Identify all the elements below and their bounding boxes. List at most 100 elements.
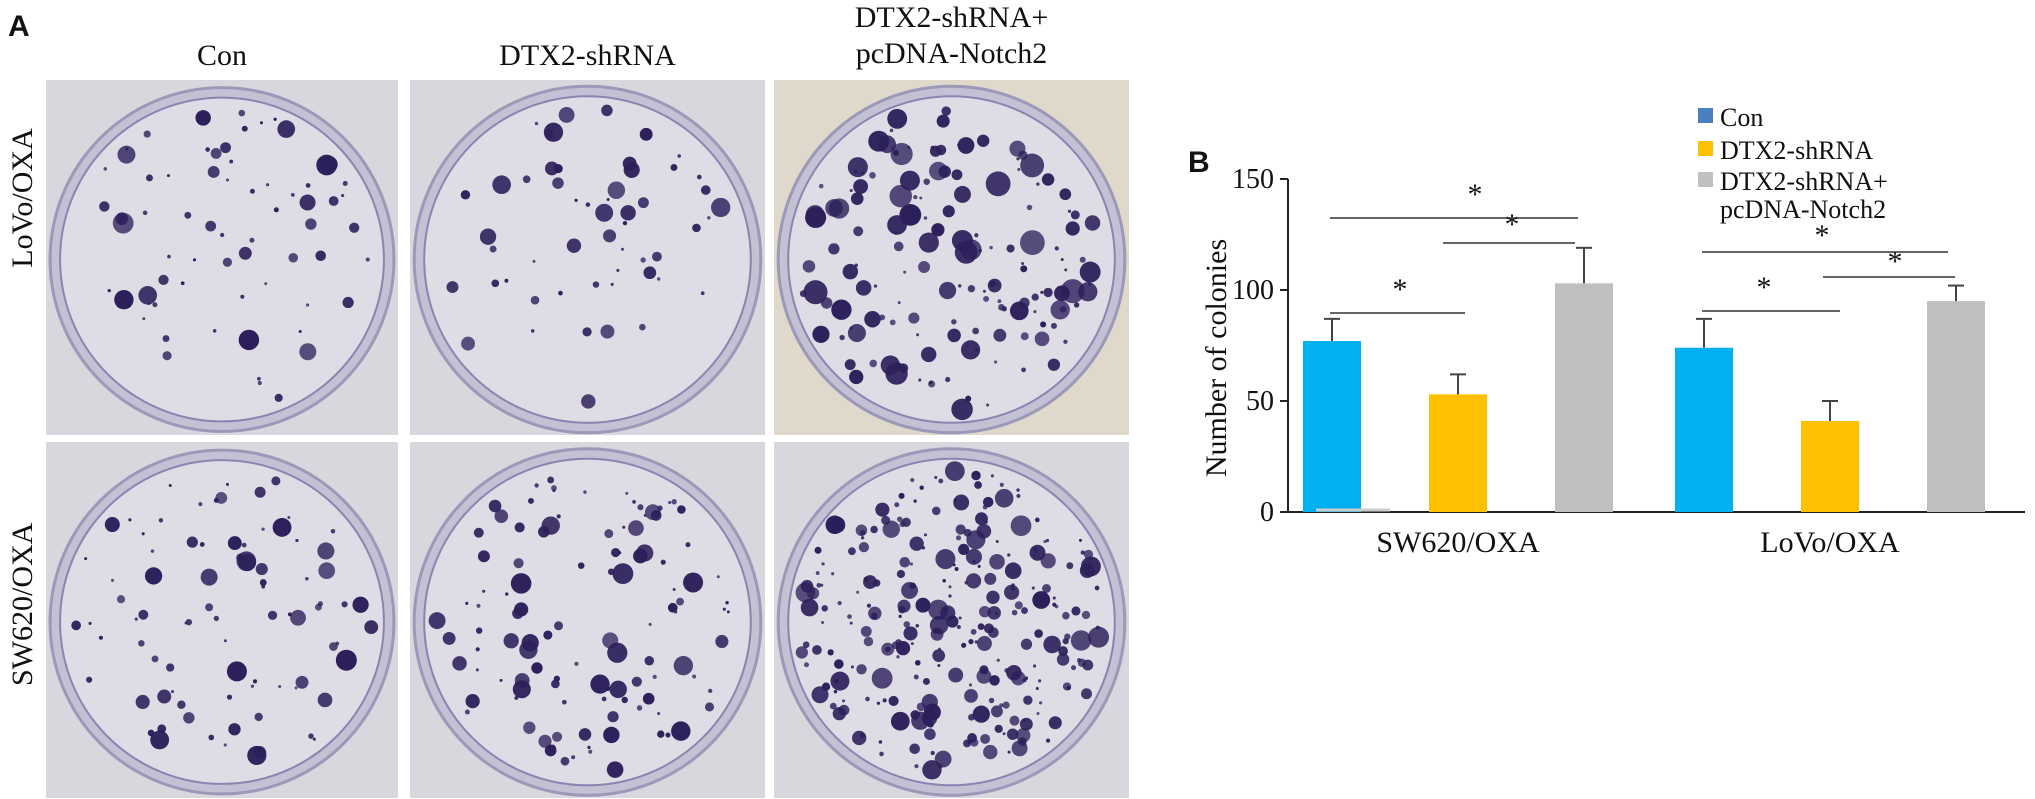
colony — [252, 679, 258, 684]
colony — [226, 694, 233, 700]
significance-star: * — [1815, 219, 1830, 252]
colony — [494, 509, 509, 524]
colony — [873, 284, 878, 288]
colony — [976, 668, 992, 684]
colony — [1002, 701, 1010, 709]
y-tick-label: 50 — [1246, 386, 1274, 417]
colony — [821, 605, 828, 612]
colony — [722, 607, 726, 611]
colony — [1034, 629, 1043, 638]
colony — [522, 175, 531, 184]
colony — [601, 696, 607, 702]
colony — [934, 475, 938, 480]
colony — [147, 302, 151, 306]
colony — [229, 159, 234, 164]
colony — [825, 199, 843, 217]
column-header-line: DTX2-shRNA+ — [854, 1, 1049, 34]
colony — [583, 490, 587, 494]
colony — [272, 517, 292, 537]
colony — [198, 502, 203, 507]
colony — [875, 502, 890, 517]
bar — [1801, 420, 1859, 512]
colony — [668, 501, 672, 505]
colony — [577, 562, 585, 569]
colony — [220, 142, 231, 154]
colony — [876, 701, 881, 705]
colony — [442, 631, 456, 645]
colony — [972, 327, 980, 335]
colony — [648, 622, 652, 626]
colony — [162, 351, 172, 361]
colony — [903, 270, 907, 274]
colony — [228, 723, 241, 736]
colony — [538, 526, 550, 538]
colony — [938, 165, 951, 178]
colony — [180, 281, 185, 286]
colony — [849, 189, 853, 193]
colony — [954, 185, 971, 203]
colony — [312, 737, 316, 741]
colony — [923, 533, 928, 537]
colony — [983, 623, 994, 634]
colony — [152, 302, 158, 308]
colony — [633, 548, 648, 564]
colony — [969, 738, 979, 747]
colony — [1009, 715, 1020, 726]
colony — [1002, 732, 1006, 736]
colony — [982, 289, 986, 293]
colony — [978, 248, 982, 253]
colony — [944, 461, 965, 482]
colony — [364, 620, 379, 635]
colony — [847, 324, 866, 343]
colony — [581, 394, 596, 409]
colony — [257, 376, 261, 381]
colony — [704, 702, 715, 712]
colony — [928, 380, 933, 385]
colony — [909, 743, 920, 755]
colony — [205, 603, 214, 612]
colony — [708, 688, 713, 694]
legend-swatch — [1698, 141, 1713, 156]
colony — [657, 730, 665, 738]
colony — [657, 505, 663, 511]
colony — [1080, 550, 1086, 555]
colony — [951, 398, 973, 421]
colony — [205, 220, 217, 232]
colony — [914, 764, 919, 769]
colony — [622, 156, 637, 171]
colony — [1001, 306, 1007, 312]
bar — [1303, 341, 1361, 512]
colony — [866, 603, 872, 608]
colony — [1073, 302, 1080, 308]
colony — [287, 612, 292, 617]
colony — [365, 257, 370, 262]
colony — [1020, 153, 1045, 178]
colony — [476, 603, 481, 608]
colony — [644, 504, 661, 521]
colony — [869, 359, 877, 368]
colony — [918, 232, 939, 253]
colony — [896, 569, 906, 579]
colony — [842, 263, 859, 280]
well-photo-lovo-con — [46, 80, 398, 435]
colony — [186, 536, 198, 548]
colony — [632, 500, 636, 504]
colony — [530, 329, 535, 333]
colony — [858, 541, 870, 553]
colony — [677, 505, 686, 514]
colony — [329, 642, 338, 651]
colony — [225, 482, 230, 486]
colony — [195, 110, 211, 126]
colony — [616, 268, 620, 272]
colony — [554, 621, 564, 631]
colony — [994, 360, 998, 364]
colony — [1007, 553, 1011, 557]
colony — [226, 661, 247, 682]
colony — [519, 640, 538, 659]
column-header-dtx2-shrna: DTX2-shRNA — [410, 38, 765, 74]
colony — [98, 635, 103, 640]
colony — [621, 696, 628, 704]
colony — [1062, 638, 1069, 645]
colony — [1040, 321, 1047, 328]
colony — [475, 627, 483, 634]
